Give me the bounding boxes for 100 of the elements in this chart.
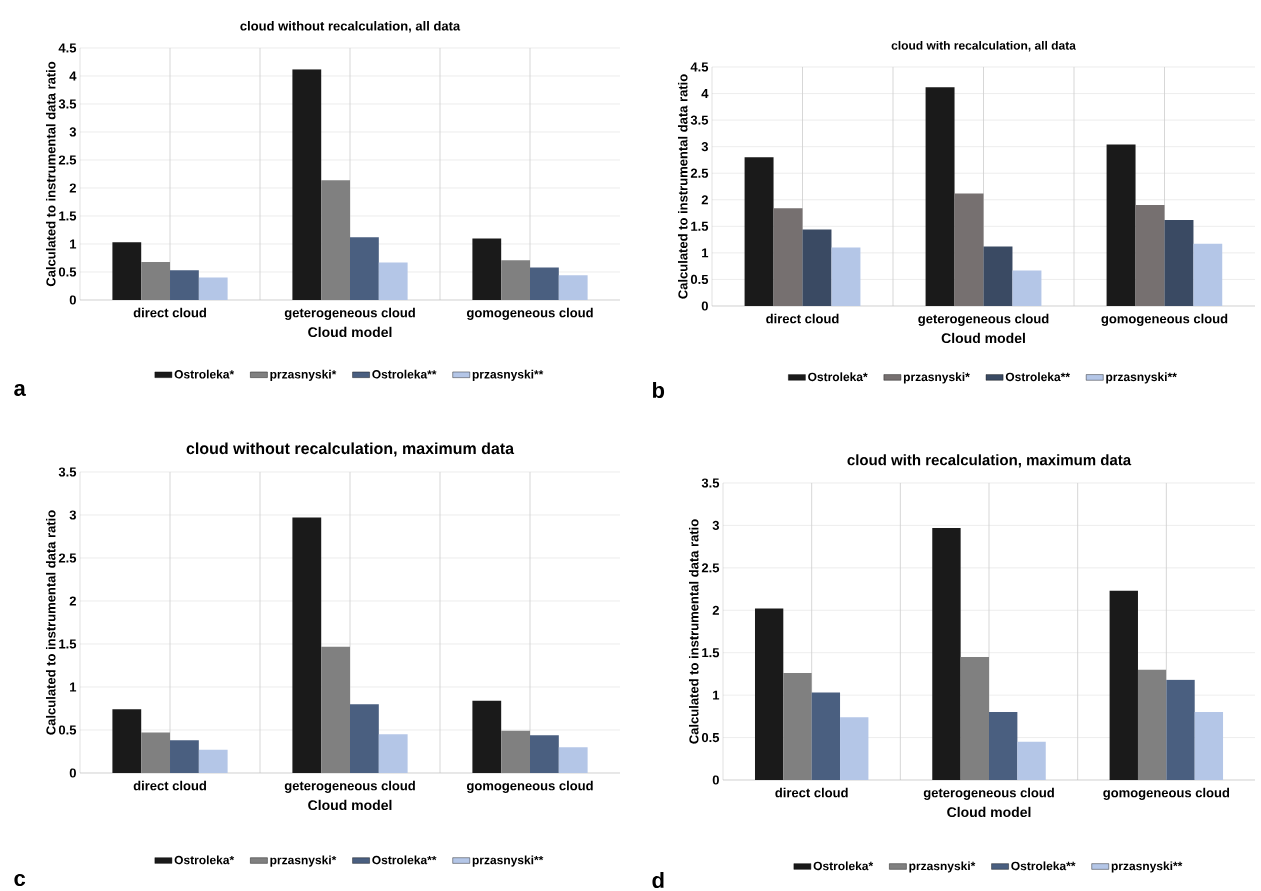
y-tick-label: 0.5 <box>690 274 709 285</box>
bar <box>501 730 530 773</box>
chart-title: cloud without recalculation, maximum data <box>186 442 515 457</box>
bar <box>112 709 142 773</box>
bar <box>773 208 803 306</box>
y-tick-label: 0.5 <box>58 267 77 277</box>
x-axis-title: Cloud model <box>947 806 1031 818</box>
bar <box>840 717 869 780</box>
y-tick-label: 1 <box>713 690 720 700</box>
text: d <box>652 871 664 889</box>
x-tick-label: direct cloud <box>766 313 839 324</box>
y-axis-title: Calculated to instrumental data ratio <box>45 61 56 287</box>
y-tick-label: 1 <box>70 239 77 249</box>
y-tick-label: 3.5 <box>690 115 709 125</box>
y-tick-label: 3 <box>712 520 719 531</box>
bar <box>1164 219 1194 306</box>
legend-label: przasnyski* <box>909 861 976 873</box>
text: a <box>14 383 26 397</box>
bar <box>925 87 955 306</box>
bar <box>989 712 1018 780</box>
legend-label: Ostroleka* <box>813 861 874 871</box>
chart-title: cloud without recalculation, all data <box>240 21 461 33</box>
legend-label: przasnyski** <box>472 855 544 867</box>
bar <box>350 704 379 773</box>
bar <box>198 277 228 300</box>
x-axis-title: Cloud model <box>941 332 1025 344</box>
legend-label: Ostroleka* <box>174 369 235 379</box>
y-axis-title: Calculated to instrumental data ratio <box>688 519 699 744</box>
y-tick-label: 1 <box>702 248 709 258</box>
legend-label: Ostroleka* <box>174 855 235 865</box>
x-tick-label: gomogeneous cloud <box>1103 787 1230 800</box>
bar <box>754 608 784 780</box>
bar <box>472 700 502 773</box>
bar <box>141 261 171 300</box>
bar <box>141 732 171 773</box>
y-axis-title: Calculated to instrumental data ratio <box>677 74 688 299</box>
y-tick-label: 2.5 <box>690 168 709 178</box>
bar <box>292 69 322 300</box>
bar <box>1017 741 1046 780</box>
bar <box>1193 243 1223 306</box>
bar <box>350 237 379 300</box>
y-tick-label: 3 <box>701 142 708 152</box>
legend-label: przasnyski** <box>1111 861 1183 873</box>
y-tick-label: 2 <box>69 596 76 606</box>
y-tick-label: 4.5 <box>58 43 77 53</box>
y-tick-label: 2.5 <box>701 563 720 573</box>
y-tick-label: 4 <box>701 89 709 99</box>
y-tick-label: 0 <box>69 295 76 305</box>
bar <box>292 517 322 773</box>
bar <box>811 692 841 780</box>
x-tick-label: geterogeneous cloud <box>284 780 415 793</box>
bar <box>558 275 588 300</box>
bar <box>954 193 984 306</box>
bar <box>321 180 351 300</box>
bar <box>1194 712 1224 780</box>
bar <box>1166 679 1195 780</box>
y-tick-label: 1.5 <box>59 211 77 221</box>
y-tick-label: 2 <box>701 195 708 205</box>
bar <box>802 229 832 306</box>
y-tick-label: 3 <box>69 127 77 137</box>
bar <box>530 735 559 773</box>
x-tick-label: gomogeneous cloud <box>1101 313 1228 326</box>
x-tick-label: direct cloud <box>133 307 206 318</box>
bar <box>744 157 774 306</box>
y-axis-title: Calculated to instrumental data ratio <box>45 510 56 735</box>
bar <box>960 656 989 780</box>
x-tick-label: direct cloud <box>775 787 848 798</box>
y-tick-label: 2.5 <box>58 155 77 165</box>
bar <box>170 740 199 773</box>
bar <box>321 646 351 773</box>
bar <box>558 747 588 773</box>
y-tick-label: 3 <box>69 510 77 520</box>
y-tick-label: 1.5 <box>691 221 709 231</box>
bar <box>472 238 502 300</box>
legend-label: Ostroleka* <box>808 372 868 382</box>
legend-label: Ostroleka** <box>1005 372 1070 382</box>
y-tick-label: 0 <box>701 301 708 311</box>
legend-label: przasnyski* <box>903 372 970 384</box>
y-tick-label: 2 <box>69 183 76 193</box>
bar <box>932 527 961 780</box>
y-tick-label: 2 <box>712 605 719 615</box>
bar <box>1106 144 1136 306</box>
x-tick-label: geterogeneous cloud <box>284 307 415 320</box>
bar <box>501 260 530 300</box>
bar <box>378 262 408 300</box>
bar <box>1012 270 1042 306</box>
x-tick-label: direct cloud <box>133 780 206 791</box>
y-tick-label: 0.5 <box>701 732 720 743</box>
y-tick-label: 0.5 <box>58 725 77 735</box>
legend-label: przasnyski** <box>1106 372 1177 384</box>
x-tick-label: gomogeneous cloud <box>466 307 593 320</box>
y-tick-label: 3.5 <box>58 99 77 109</box>
x-axis-title: Cloud model <box>308 799 392 811</box>
x-tick-label: geterogeneous cloud <box>918 313 1049 326</box>
legend-label: przasnyski** <box>472 369 544 381</box>
y-tick-label: 4 <box>69 71 77 81</box>
chart-title: cloud with recalculation, all data <box>891 40 1076 52</box>
legend-label: przasnyski* <box>270 855 337 867</box>
chart-title: cloud with recalculation, maximum data <box>847 454 1132 468</box>
bar <box>112 242 142 300</box>
